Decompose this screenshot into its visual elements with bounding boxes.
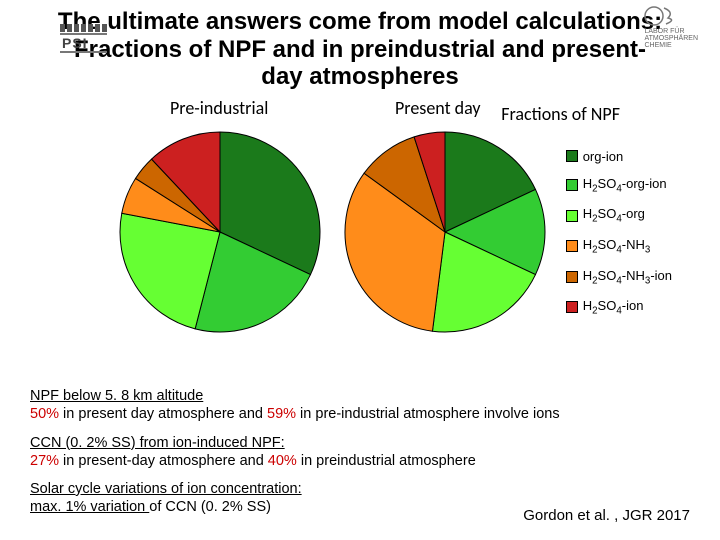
lac-logo: LABOR FÜR ATMOSPHÄREN CHEMIE (644, 4, 698, 49)
legend: org-ion H2SO4-org-ion H2SO4-org H2SO4-NH3 H2… (566, 149, 672, 329)
presentday-label: Present day (395, 97, 481, 119)
legend-swatch (566, 271, 578, 283)
legend-item-H2SO4-org-ion: H2SO4-org-ion (566, 176, 672, 195)
notes: NPF below 5. 8 km altitude 50% in presen… (30, 387, 690, 526)
legend-item-H2SO4-NH3: H2SO4-NH3 (566, 237, 672, 256)
legend-label: H2SO4-ion (583, 298, 644, 317)
fractions-of-npf-label: Fractions of NPF (501, 103, 620, 125)
legend-item-H2SO4-org: H2SO4-org (566, 206, 672, 225)
citation: Gordon et al. , JGR 2017 (523, 507, 690, 524)
legend-item-H2SO4-ion: H2SO4-ion (566, 298, 672, 317)
legend-swatch (566, 301, 578, 313)
note-ccn: CCN (0. 2% SS) from ion-induced NPF: 27%… (30, 434, 690, 470)
legend-swatch (566, 240, 578, 252)
legend-item-org-ion: org-ion (566, 149, 672, 164)
legend-label: H2SO4-NH3 (583, 237, 651, 256)
legend-swatch (566, 179, 578, 191)
slide-title: The ultimate answers come from model cal… (55, 8, 665, 91)
legend-label: H2SO4-NH3-ion (583, 268, 672, 287)
legend-label: org-ion (583, 149, 623, 164)
psi-logo: PSI (60, 24, 107, 53)
legend-swatch (566, 150, 578, 162)
note-npf-altitude: NPF below 5. 8 km altitude 50% in presen… (30, 387, 690, 423)
chart-area: Pre-industrial Present day Fractions of … (30, 97, 690, 357)
legend-label: H2SO4-org (583, 206, 645, 225)
legend-swatch (566, 210, 578, 222)
slide: PSI LABOR FÜR ATMOSPHÄREN CHEMIE The ult… (0, 0, 720, 540)
preindustrial-label: Pre-industrial (170, 97, 268, 119)
legend-item-H2SO4-NH3-ion: H2SO4-NH3-ion (566, 268, 672, 287)
legend-label: H2SO4-org-ion (583, 176, 667, 195)
